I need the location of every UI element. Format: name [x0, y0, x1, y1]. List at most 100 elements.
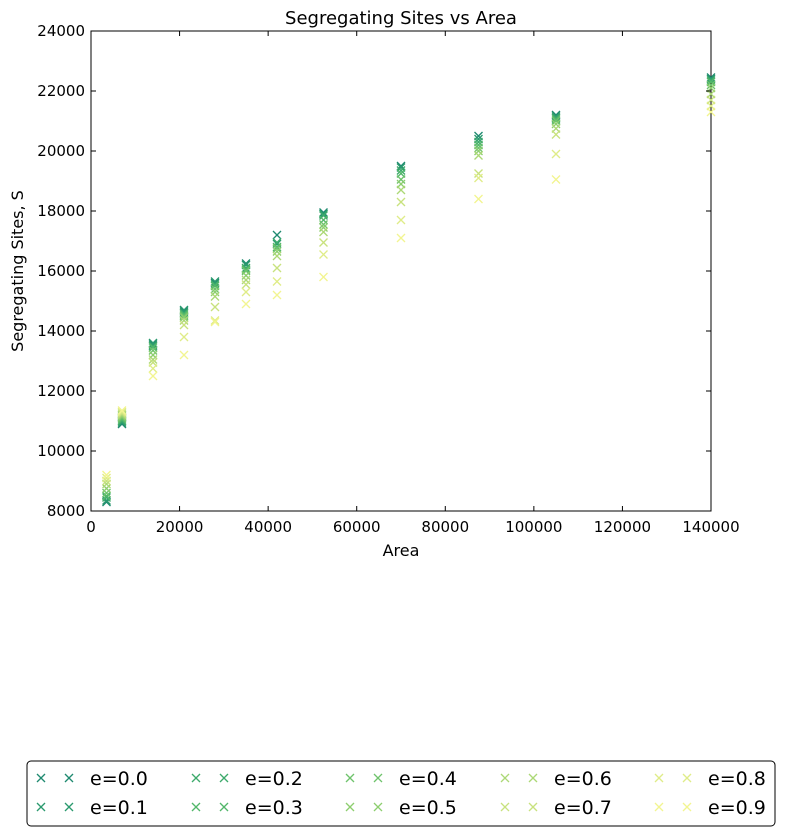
- data-point: [396, 215, 406, 225]
- y-tick-label: 16000: [37, 262, 85, 280]
- legend-label: e=0.8: [708, 768, 766, 790]
- legend-marker: [219, 773, 229, 783]
- data-point: [148, 364, 158, 373]
- legend-entry: e=0.5: [345, 797, 457, 819]
- legend-entry: e=0.1: [36, 797, 148, 819]
- x-tick-label: 0: [86, 518, 96, 536]
- legend-label: e=0.2: [245, 768, 303, 790]
- legend-marker: [219, 802, 229, 812]
- legend-entry: e=0.2: [191, 768, 303, 790]
- data-point: [148, 350, 158, 360]
- data-point: [148, 371, 158, 381]
- legend-label: e=0.4: [399, 768, 457, 790]
- legend-marker: [373, 773, 383, 783]
- legend-entries: e=0.0 e=0.1 e=0.2 e=0.3 e=0.4 e=0.5 e=0.6 e=0.7…: [36, 768, 766, 819]
- legend-marker: [64, 802, 74, 812]
- data-point: [272, 263, 282, 273]
- x-tick-label: 40000: [244, 518, 292, 536]
- data-point: [551, 130, 561, 139]
- data-point: [396, 175, 406, 184]
- data-point: [241, 275, 251, 285]
- data-point: [241, 263, 251, 273]
- legend-marker: [500, 802, 510, 812]
- legend-label: e=0.7: [554, 797, 612, 819]
- data-point: [474, 173, 483, 183]
- legend-marker: [64, 773, 74, 783]
- legend-marker: [682, 802, 692, 812]
- data-point: [117, 406, 127, 415]
- legend-marker: [191, 802, 201, 812]
- x-axis-label: Area: [383, 541, 420, 560]
- legend-marker: [682, 773, 692, 783]
- y-tick-label: 22000: [37, 82, 85, 100]
- y-tick-label: 20000: [37, 142, 85, 160]
- data-point: [396, 197, 406, 207]
- y-tick-label: 18000: [37, 202, 85, 220]
- legend-label: e=0.5: [399, 797, 457, 819]
- legend-entry: e=0.4: [345, 768, 457, 790]
- y-tick-label: 10000: [37, 442, 85, 460]
- y-tick-label: 14000: [37, 322, 85, 340]
- legend-marker: [36, 802, 46, 812]
- legend-label: e=0.6: [554, 768, 612, 790]
- data-point: [396, 166, 406, 175]
- legend-label: e=0.1: [90, 797, 148, 819]
- data-point: [474, 143, 483, 153]
- data-point: [319, 215, 328, 225]
- data-point: [319, 250, 328, 259]
- legend-marker: [654, 773, 664, 783]
- data-point: [210, 292, 220, 301]
- series-e=0.7: [102, 95, 716, 486]
- data-point: [319, 272, 328, 282]
- data-point: [319, 227, 328, 237]
- data-point: [319, 208, 328, 217]
- data-point: [706, 107, 716, 117]
- data-point: [551, 116, 561, 126]
- data-point: [117, 407, 127, 417]
- legend-label: e=0.3: [245, 797, 303, 819]
- data-point: [396, 161, 406, 171]
- data-point: [474, 169, 483, 178]
- x-tick-label: 100000: [505, 518, 562, 536]
- data-point: [102, 491, 111, 501]
- series-e=0.1: [102, 74, 716, 505]
- data-point: [272, 244, 282, 253]
- data-point: [551, 175, 561, 184]
- data-point: [179, 320, 189, 330]
- data-point: [396, 185, 406, 195]
- data-point: [319, 238, 328, 247]
- x-tick-label: 80000: [421, 518, 469, 536]
- data-point: [210, 317, 220, 327]
- data-point: [551, 149, 561, 159]
- legend-marker: [373, 802, 383, 812]
- legend-marker: [654, 802, 664, 812]
- legend-entry: e=0.9: [654, 797, 766, 819]
- legend-marker: [500, 773, 510, 783]
- data-point: [210, 316, 220, 325]
- data-point: [706, 80, 716, 90]
- x-tick-label: 120000: [594, 518, 651, 536]
- plot-area: [90, 30, 712, 512]
- x-tick-label: 140000: [682, 518, 739, 536]
- y-axis-label: Segregating Sites, S: [8, 190, 27, 352]
- data-point: [474, 151, 483, 160]
- legend-marker: [528, 802, 538, 812]
- data-point: [179, 313, 189, 322]
- data-point: [102, 484, 111, 493]
- series-e=0.4: [102, 80, 716, 498]
- legend: [26, 760, 776, 827]
- data-point: [272, 230, 282, 240]
- data-point: [396, 233, 406, 243]
- legend-entry: e=0.3: [191, 797, 303, 819]
- series-e=0.3: [102, 77, 716, 501]
- series-e=0.8: [102, 101, 716, 483]
- legend-label: e=0.9: [708, 797, 766, 819]
- data-point: [241, 271, 251, 280]
- y-tick-label: 8000: [47, 502, 85, 520]
- data-point: [319, 220, 328, 229]
- data-point: [148, 343, 158, 352]
- data-point: [272, 277, 282, 286]
- data-point: [210, 302, 220, 312]
- legend-entry: e=0.0: [36, 768, 148, 790]
- x-tick-label: 60000: [333, 518, 381, 536]
